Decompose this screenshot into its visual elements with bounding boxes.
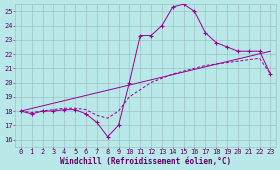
X-axis label: Windchill (Refroidissement éolien,°C): Windchill (Refroidissement éolien,°C) <box>60 157 231 166</box>
